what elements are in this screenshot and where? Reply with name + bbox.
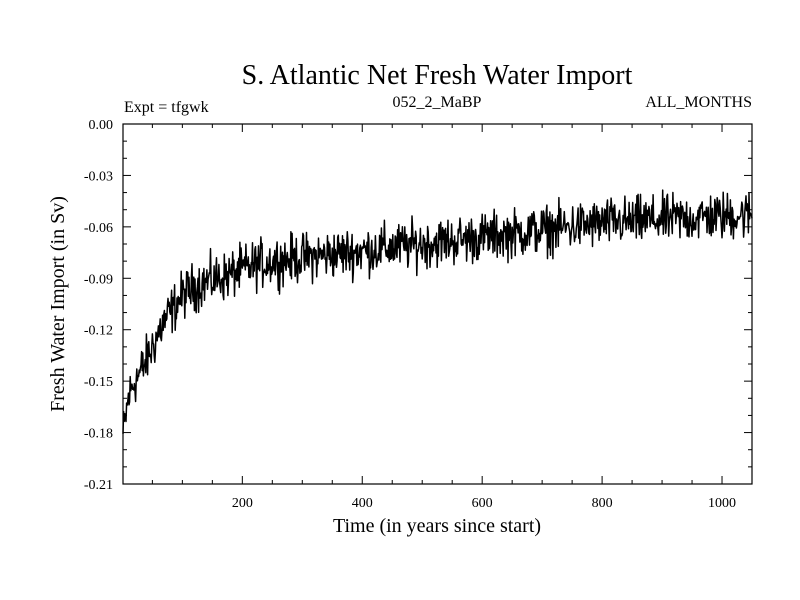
x-tick-label: 1000 — [708, 496, 736, 511]
y-tick-label: 0.00 — [89, 118, 114, 133]
experiment-label: Expt = tfgwk — [124, 99, 209, 116]
x-tick-label: 400 — [352, 496, 373, 511]
y-axis-label: Fresh Water Import (in Sv) — [47, 196, 69, 412]
x-axis: 200 400 600 800 1000 — [151, 124, 736, 511]
x-tick-label: 200 — [232, 496, 253, 511]
y-tick-label: -0.18 — [84, 427, 113, 442]
run-label: 052_2_MaBP — [393, 94, 482, 111]
y-tick-label: -0.09 — [84, 272, 113, 287]
x-axis-label: Time (in years since start) — [333, 515, 541, 537]
plot-frame — [122, 123, 753, 485]
months-label: ALL_MONTHS — [645, 94, 752, 111]
y-axis: 0.00 -0.03 -0.06 -0.09 -0.12 -0.15 -0.18 -0.21 — [84, 118, 752, 493]
data-series-line — [122, 189, 753, 434]
x-tick-label: 600 — [472, 496, 493, 511]
y-tick-label: -0.12 — [84, 324, 113, 339]
x-tick-label: 800 — [592, 496, 613, 511]
y-tick-label: -0.21 — [84, 478, 113, 493]
chart-title: S. Atlantic Net Fresh Water Import — [242, 60, 633, 91]
y-tick-label: -0.15 — [84, 375, 113, 390]
y-tick-label: -0.06 — [84, 221, 113, 236]
y-tick-label: -0.03 — [84, 169, 113, 184]
